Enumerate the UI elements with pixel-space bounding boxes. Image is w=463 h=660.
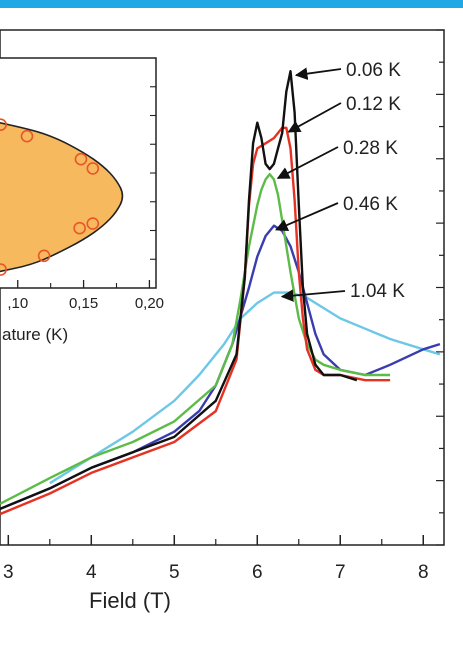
temperature-annotations: 0.06 K 0.12 K 0.28 K 0.46 K 1.04 K bbox=[275, 60, 405, 302]
x-tick-label-4: 4 bbox=[86, 562, 97, 583]
inset-x-ticks bbox=[17, 280, 151, 288]
inset-point bbox=[86, 217, 100, 230]
arrow-0-46-k bbox=[275, 202, 339, 231]
inset-point bbox=[0, 118, 7, 131]
inset-point bbox=[86, 162, 100, 175]
inset-x-tick-label-10: ,10 bbox=[7, 295, 28, 312]
inset-x-tick-labels: ,10 0,15 0,20 bbox=[7, 295, 164, 312]
inset-point bbox=[37, 249, 51, 263]
inset-x-tick-label-0-15: 0,15 bbox=[69, 295, 98, 312]
arrow-0-06-k bbox=[294, 67, 342, 80]
temp-label-0-46-k: 0.46 K bbox=[343, 194, 398, 215]
temp-label-0-12-k: 0.12 K bbox=[346, 94, 401, 115]
series-line-0-12-k bbox=[0, 126, 391, 516]
x-tick-label-6: 6 bbox=[252, 562, 263, 583]
inset-point bbox=[0, 263, 7, 276]
top-accent-bar bbox=[0, 0, 463, 8]
inset-point bbox=[74, 152, 88, 166]
main-x-ticks bbox=[7, 535, 425, 545]
series-line-1-04-k bbox=[49, 291, 441, 485]
temp-label-1-04-k: 1.04 K bbox=[350, 281, 405, 302]
series-line-0-28-k bbox=[0, 173, 391, 505]
main-chart: 3 4 5 6 7 8 Field (T) 0.06 K 0.12 K 0.28 K 0.46 … bbox=[0, 29, 445, 613]
temp-label-0-06-k: 0.06 K bbox=[346, 60, 401, 81]
inset-right-ticks bbox=[150, 86, 156, 260]
main-right-ticks bbox=[436, 29, 444, 546]
x-tick-label-7: 7 bbox=[335, 562, 346, 583]
inset-x-axis-title: ature (K) bbox=[2, 325, 68, 344]
series-line-0-06-k bbox=[0, 70, 358, 511]
main-x-axis-title: Field (T) bbox=[89, 588, 171, 613]
temp-label-0-28-k: 0.28 K bbox=[343, 138, 398, 159]
inset-data-points bbox=[0, 118, 100, 276]
arrow-0-12-k bbox=[287, 102, 342, 133]
arrow-0-28-k bbox=[276, 146, 339, 179]
inset-point bbox=[20, 129, 34, 143]
inset-chart: ,10 0,15 0,20 ature (K) bbox=[0, 57, 164, 344]
x-tick-label-5: 5 bbox=[169, 562, 180, 583]
main-x-tick-labels: 3 4 5 6 7 8 bbox=[3, 562, 429, 583]
x-tick-label-8: 8 bbox=[418, 562, 429, 583]
x-tick-label-3: 3 bbox=[3, 562, 14, 583]
inset-x-tick-label-0-20: 0,20 bbox=[135, 295, 164, 312]
arrow-1-04-k bbox=[280, 289, 346, 302]
inset-phase-region bbox=[0, 122, 124, 273]
main-series bbox=[0, 70, 441, 516]
inset-point bbox=[73, 221, 86, 235]
